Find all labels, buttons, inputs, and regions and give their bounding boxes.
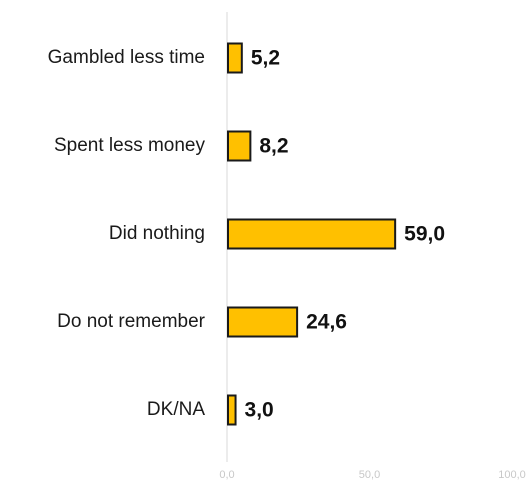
value-label: 24,6: [306, 311, 347, 334]
x-tick-label: 50,0: [359, 469, 380, 481]
bar: [227, 130, 252, 162]
category-label: DK/NA: [147, 399, 205, 420]
bar: [227, 218, 397, 250]
x-tick-label: 0,0: [219, 469, 234, 481]
value-label: 8,2: [259, 135, 288, 158]
category-label: Did nothing: [109, 223, 205, 244]
bar: [227, 42, 243, 74]
value-label: 3,0: [245, 399, 274, 422]
category-label: Gambled less time: [48, 47, 205, 68]
bar: [227, 306, 299, 338]
bar: [227, 394, 237, 426]
value-label: 5,2: [251, 47, 280, 70]
category-label: Spent less money: [54, 135, 206, 156]
x-tick-label: 100,0: [498, 469, 526, 481]
category-label: Do not remember: [57, 311, 206, 332]
value-label: 59,0: [404, 223, 445, 246]
